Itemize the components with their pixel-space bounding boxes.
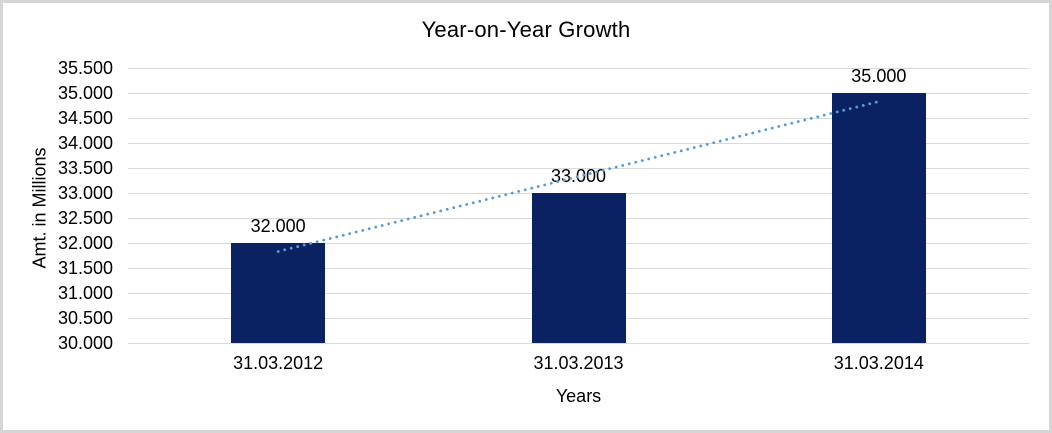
y-tick-label: 35.500 bbox=[57, 58, 113, 78]
y-tick-label: 31.000 bbox=[57, 283, 113, 303]
y-tick-label: 30.000 bbox=[57, 333, 113, 353]
bar-value-label: 32.000 bbox=[250, 216, 306, 236]
gridline bbox=[128, 68, 1029, 69]
bar-31.03.2012 bbox=[231, 243, 326, 343]
x-tick-label: 31.03.2012 bbox=[233, 353, 324, 373]
x-tick-label: 31.03.2013 bbox=[533, 353, 624, 373]
x-axis-title: Years bbox=[555, 386, 602, 406]
y-tick-label: 33.500 bbox=[57, 158, 113, 178]
gridline bbox=[128, 168, 1029, 169]
y-tick-label: 34.000 bbox=[57, 133, 113, 153]
y-tick-label: 32.000 bbox=[57, 233, 113, 253]
bar-value-label: 35.000 bbox=[851, 66, 907, 86]
y-tick-label: 35.000 bbox=[57, 83, 113, 103]
bar-31.03.2013 bbox=[531, 193, 626, 343]
plot-area: 32.000 33.000 35.000 bbox=[128, 66, 1029, 344]
x-tick-label: 31.03.2014 bbox=[833, 353, 924, 373]
chart-title: Year-on-Year Growth bbox=[421, 17, 631, 42]
y-tick-label: 32.500 bbox=[57, 208, 113, 228]
y-tick-label: 30.500 bbox=[57, 308, 113, 328]
bar-31.03.2014 bbox=[831, 93, 926, 343]
gridline bbox=[128, 143, 1029, 144]
y-tick-label: 31.500 bbox=[57, 258, 113, 278]
trendline bbox=[276, 100, 881, 253]
gridline bbox=[128, 118, 1029, 119]
gridline bbox=[128, 343, 1029, 344]
y-tick-label: 34.500 bbox=[57, 108, 113, 128]
y-tick-label: 33.000 bbox=[57, 183, 113, 203]
gridline bbox=[128, 93, 1029, 94]
